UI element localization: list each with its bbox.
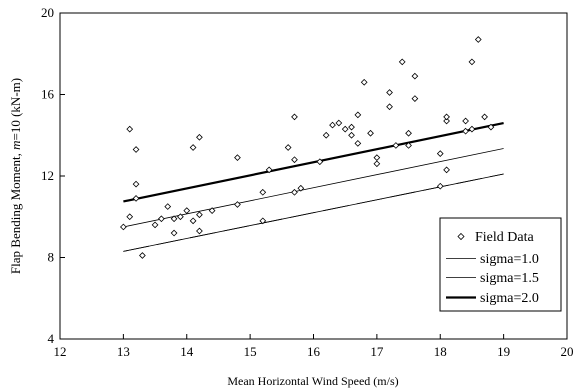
data-point (139, 252, 146, 259)
data-point (291, 188, 298, 196)
data-point (443, 117, 450, 125)
data-point (386, 89, 393, 96)
data-point (468, 58, 476, 66)
data-point (196, 227, 203, 235)
x-tick-label: 20 (561, 344, 574, 359)
series-line (123, 121, 504, 203)
y-axis: 4 8 12 16 20 (41, 5, 65, 346)
x-tick-label: 19 (497, 344, 510, 359)
data-point (265, 166, 273, 174)
legend-marker-field-data (457, 232, 465, 241)
x-tick-label: 17 (370, 344, 384, 359)
data-point (405, 129, 412, 137)
data-point (348, 131, 355, 139)
data-point (386, 103, 393, 111)
x-tick-label: 18 (434, 344, 447, 359)
data-point (189, 217, 197, 225)
data-point (259, 188, 267, 196)
data-point (183, 207, 191, 215)
legend-label-sigma-1-5: sigma=1.5 (480, 271, 539, 286)
data-point (462, 127, 469, 135)
data-point (284, 144, 292, 151)
data-point (196, 211, 203, 219)
data-point (348, 123, 355, 131)
data-point (259, 217, 267, 225)
x-tick-label: 12 (54, 344, 67, 359)
scatter-points (120, 36, 495, 259)
x-tick-label: 15 (244, 344, 257, 359)
legend-box (439, 217, 562, 312)
data-point (316, 158, 324, 166)
data-point (291, 113, 298, 121)
data-point (177, 213, 184, 221)
data-point (436, 182, 444, 190)
data-point (132, 180, 140, 188)
data-point (354, 140, 362, 147)
y-tick-label: 16 (41, 87, 55, 102)
data-point (398, 58, 406, 66)
data-point (291, 156, 298, 164)
data-point (151, 221, 159, 229)
data-point (208, 207, 216, 215)
data-point (436, 150, 444, 157)
data-point (132, 146, 140, 153)
x-tick-label: 14 (180, 344, 194, 359)
data-point (297, 184, 305, 192)
x-tick-label: 13 (117, 344, 130, 359)
data-point (126, 125, 134, 133)
data-point (234, 154, 241, 162)
data-point (170, 215, 178, 223)
data-point (462, 117, 469, 125)
data-point (164, 203, 172, 210)
data-point (411, 72, 419, 80)
data-point (481, 113, 488, 121)
data-point (341, 125, 349, 133)
data-point (234, 201, 241, 208)
y-tick-label: 8 (48, 250, 55, 265)
x-tick-label: 16 (307, 344, 321, 359)
data-point (373, 160, 381, 168)
data-point (335, 119, 343, 127)
data-point (322, 131, 330, 139)
legend: Field Data sigma=1.0 sigma=1.5 sigma=2.0 (439, 217, 562, 312)
y-tick-label: 12 (41, 168, 54, 183)
data-point (443, 166, 450, 174)
data-point (329, 121, 336, 129)
data-point (487, 123, 495, 131)
y-axis-label: Flap Bending Moment, m=10 (kN-m) (8, 78, 23, 274)
data-point (354, 111, 362, 119)
legend-label-field-data: Field Data (475, 230, 534, 245)
y-tick-label: 20 (41, 5, 54, 20)
data-point (120, 223, 127, 231)
data-point (405, 142, 412, 149)
x-axis-label: Mean Horizontal Wind Speed (m/s) (227, 374, 398, 388)
data-point (196, 133, 203, 141)
legend-label-sigma-1-0: sigma=1.0 (480, 252, 539, 267)
data-point (474, 36, 482, 43)
data-point (392, 142, 400, 149)
data-point (468, 125, 476, 133)
data-point (367, 129, 374, 137)
data-point (132, 195, 140, 202)
data-point (411, 95, 419, 102)
x-axis: 12 13 14 15 16 17 18 19 20 (54, 334, 574, 359)
data-point (360, 78, 368, 86)
legend-label-sigma-2-0: sigma=2.0 (480, 291, 539, 306)
data-point (170, 229, 178, 237)
data-point (189, 144, 197, 151)
data-point (443, 113, 450, 121)
data-point (126, 213, 134, 221)
y-tick-label: 4 (48, 331, 55, 346)
data-point (158, 215, 165, 223)
